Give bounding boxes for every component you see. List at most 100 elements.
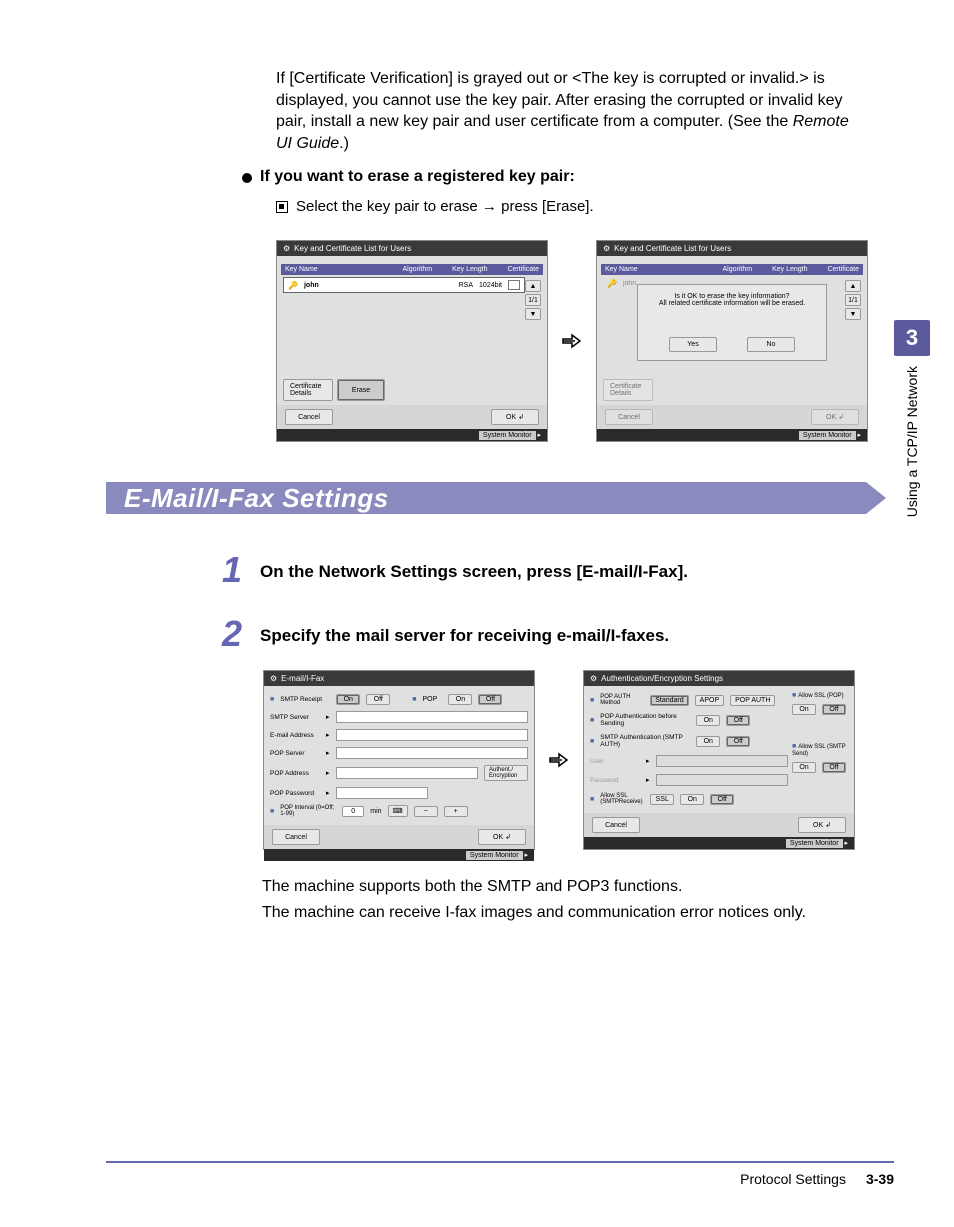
section-banner-text: E-Mail/I-Fax Settings xyxy=(106,483,389,514)
auth-encryption-button[interactable]: Authent./ Encryption xyxy=(484,765,528,781)
ssl-send-off[interactable]: Off xyxy=(822,762,846,773)
email-address-field[interactable] xyxy=(336,729,528,741)
gear-icon: ⚙ xyxy=(590,674,597,683)
screen-confirm-title: ⚙ Key and Certificate List for Users xyxy=(597,241,867,256)
keylist-screens: ⚙ Key and Certificate List for Users Key… xyxy=(276,240,868,442)
intro-text: If [Certificate Verification] is grayed … xyxy=(276,70,843,130)
status-bar: System Monitor ▸ xyxy=(264,849,534,861)
keypad-button[interactable]: ⌨ xyxy=(388,805,408,817)
erase-substep: Select the key pair to erase → press [Er… xyxy=(296,198,594,215)
minus-button[interactable]: − xyxy=(414,806,438,817)
chapter-number: 3 xyxy=(894,320,930,356)
tail-p1: The machine supports both the SMTP and P… xyxy=(262,876,852,898)
pop-address-field[interactable] xyxy=(336,767,478,779)
smtp-server-field[interactable] xyxy=(336,711,528,723)
cancel-button[interactable]: Cancel xyxy=(285,409,333,425)
step-2: 2 Specify the mail server for receiving … xyxy=(222,616,669,652)
bullet-icon: ■ xyxy=(590,796,594,803)
cancel-button[interactable]: Cancel xyxy=(272,829,320,845)
page-down-button[interactable]: ▼ xyxy=(845,308,861,320)
step-1: 1 On the Network Settings screen, press … xyxy=(222,552,688,588)
standard-button[interactable]: Standard xyxy=(650,695,688,706)
ssl-send-on[interactable]: On xyxy=(792,762,816,773)
status-bar: System Monitor ▸ xyxy=(277,429,547,441)
arrow-right-icon xyxy=(547,748,571,772)
smtp-receipt-off[interactable]: Off xyxy=(366,694,390,705)
bullet-icon: ■ xyxy=(590,697,594,704)
email-screens: ⚙ E-mail/I-Fax ■ SMTP Receipt On Off ■ P… xyxy=(263,670,855,850)
bullet-icon: ■ xyxy=(270,808,274,815)
pop-before-off[interactable]: Off xyxy=(726,715,750,726)
screen-auth-title: ⚙ Authentication/Encryption Settings xyxy=(584,671,854,686)
page-footer: Protocol Settings 3-39 xyxy=(106,1161,894,1187)
gear-icon: ⚙ xyxy=(603,244,610,253)
ssl-pop-on[interactable]: On xyxy=(792,704,816,715)
ok-button[interactable]: OK ↲ xyxy=(798,817,846,833)
bullet-icon: ■ xyxy=(590,738,594,745)
ok-button[interactable]: OK ↲ xyxy=(478,829,526,845)
erase-heading: If you want to erase a registered key pa… xyxy=(260,168,575,186)
bullet-icon: ■ xyxy=(792,692,796,699)
substep-icon xyxy=(276,201,288,213)
bullet-icon: ■ xyxy=(412,696,416,703)
pop-interval-value[interactable]: 0 xyxy=(342,806,364,817)
smtp-auth-off[interactable]: Off xyxy=(726,736,750,747)
bullet-icon: ■ xyxy=(590,717,594,724)
bullet-icon xyxy=(242,173,252,183)
step-1-text: On the Network Settings screen, press [E… xyxy=(260,562,688,582)
apop-button[interactable]: APOP xyxy=(695,695,724,706)
erase-button[interactable]: Erase xyxy=(337,379,385,401)
password-field xyxy=(656,774,788,786)
page-nav: ▲ 1/1 ▼ xyxy=(525,280,541,320)
ssl-pop-off[interactable]: Off xyxy=(822,704,846,715)
gear-icon: ⚙ xyxy=(283,244,290,253)
smtp-receipt-on[interactable]: On xyxy=(336,694,360,705)
screen-auth: ⚙ Authentication/Encryption Settings ■ P… xyxy=(583,670,855,850)
yes-button[interactable]: Yes xyxy=(669,337,717,352)
pop-off[interactable]: Off xyxy=(478,694,502,705)
cert-details-button[interactable]: Certificate Details xyxy=(283,379,333,401)
erase-substep-row: Select the key pair to erase → press [Er… xyxy=(276,198,594,215)
page-indicator: 1/1 xyxy=(525,294,541,306)
pop-on[interactable]: On xyxy=(448,694,472,705)
page-up-button[interactable]: ▲ xyxy=(845,280,861,292)
pop-server-field[interactable] xyxy=(336,747,528,759)
screen-keylist-title: ⚙ Key and Certificate List for Users xyxy=(277,241,547,256)
pop-password-field[interactable] xyxy=(336,787,428,799)
screen-email: ⚙ E-mail/I-Fax ■ SMTP Receipt On Off ■ P… xyxy=(263,670,535,850)
ok-button-disabled: OK ↲ xyxy=(811,409,859,425)
gear-icon: ⚙ xyxy=(270,674,277,683)
screen-keylist: ⚙ Key and Certificate List for Users Key… xyxy=(276,240,548,442)
intro-paragraph: If [Certificate Verification] is grayed … xyxy=(276,68,866,154)
erase-heading-row: If you want to erase a registered key pa… xyxy=(242,168,575,186)
ssl-recv-ssl[interactable]: SSL xyxy=(650,794,674,805)
footer-page: 3-39 xyxy=(866,1171,894,1187)
arrow-right-icon xyxy=(560,329,584,353)
ssl-recv-off[interactable]: Off xyxy=(710,794,734,805)
cancel-button[interactable]: Cancel xyxy=(592,817,640,833)
intro-end: .) xyxy=(339,135,349,152)
pop-before-on[interactable]: On xyxy=(696,715,720,726)
screen-email-title: ⚙ E-mail/I-Fax xyxy=(264,671,534,686)
screen-keylist-confirm: ⚙ Key and Certificate List for Users Key… xyxy=(596,240,868,442)
plus-button[interactable]: + xyxy=(444,806,468,817)
keylist-row[interactable]: 🔑 john RSA 1024bit xyxy=(283,277,525,293)
step-2-text: Specify the mail server for receiving e-… xyxy=(260,626,669,646)
smtp-auth-on[interactable]: On xyxy=(696,736,720,747)
section-banner: E-Mail/I-Fax Settings xyxy=(106,482,866,514)
confirm-msg1: Is it OK to erase the key information? xyxy=(644,293,820,300)
confirm-dialog: Is it OK to erase the key information? A… xyxy=(637,284,827,361)
no-button[interactable]: No xyxy=(747,337,795,352)
step-2-num: 2 xyxy=(222,616,242,652)
ok-button[interactable]: OK ↲ xyxy=(491,409,539,425)
bullet-icon: ■ xyxy=(792,743,796,750)
key-icon: 🔑 xyxy=(607,279,617,288)
popauth-button[interactable]: POP AUTH xyxy=(730,695,775,706)
page-up-button[interactable]: ▲ xyxy=(525,280,541,292)
key-icon: 🔑 xyxy=(288,281,298,290)
user-field xyxy=(656,755,788,767)
status-bar: System Monitor ▸ xyxy=(584,837,854,849)
chapter-tab: 3 Using a TCP/IP Network xyxy=(894,320,930,517)
ssl-recv-on[interactable]: On xyxy=(680,794,704,805)
page-down-button[interactable]: ▼ xyxy=(525,308,541,320)
